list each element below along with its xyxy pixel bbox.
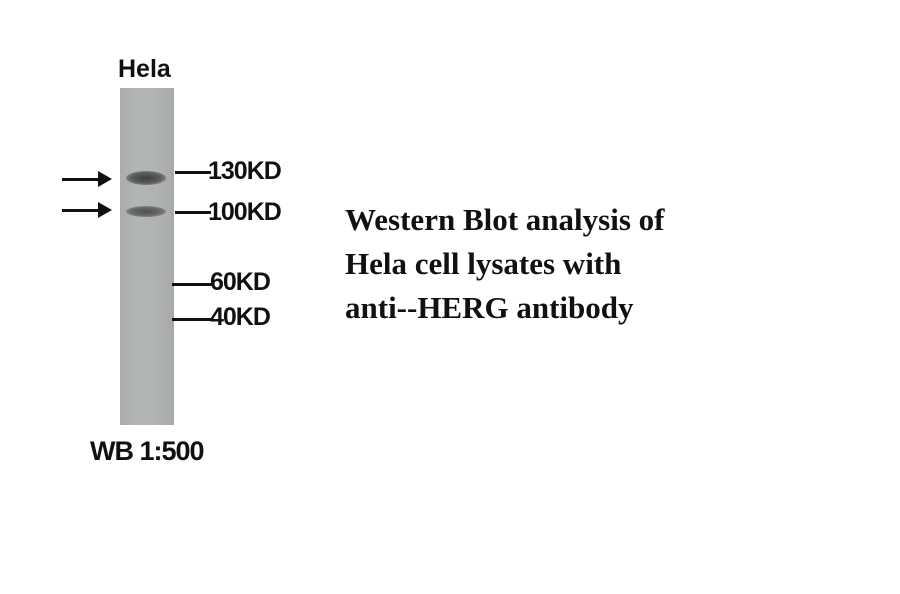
band-130kd bbox=[126, 171, 166, 185]
arrow-130kd-icon bbox=[62, 171, 112, 187]
band-100kd bbox=[126, 206, 166, 217]
marker-tick-130 bbox=[175, 171, 211, 174]
marker-label-60: 60KD bbox=[210, 268, 271, 296]
caption-line-1: Western Blot analysis of bbox=[345, 202, 665, 237]
marker-tick-60 bbox=[172, 283, 212, 286]
lane-label: Hela bbox=[118, 55, 171, 83]
caption-line-3: anti--HERG antibody bbox=[345, 290, 634, 325]
dilution-label: WB 1:500 bbox=[90, 436, 205, 466]
marker-tick-40 bbox=[172, 318, 212, 321]
marker-label-130: 130KD bbox=[208, 157, 282, 185]
marker-tick-100 bbox=[175, 211, 211, 214]
blot-lane bbox=[120, 88, 174, 425]
caption-line-2: Hela cell lysates with bbox=[345, 246, 622, 281]
arrow-100kd-icon bbox=[62, 202, 112, 218]
marker-label-40: 40KD bbox=[210, 303, 271, 331]
caption: Western Blot analysis of Hela cell lysat… bbox=[345, 198, 664, 330]
marker-label-100: 100KD bbox=[208, 198, 282, 226]
